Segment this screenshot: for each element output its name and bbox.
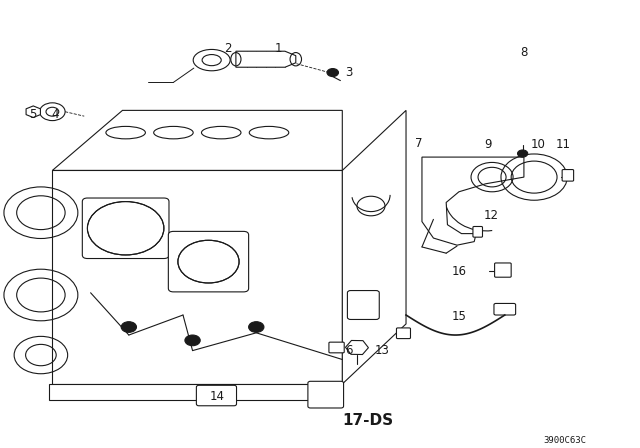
Polygon shape (422, 157, 524, 245)
Text: 12: 12 (483, 209, 499, 222)
Circle shape (327, 69, 339, 77)
Text: 3900C63C: 3900C63C (544, 436, 587, 445)
FancyBboxPatch shape (473, 227, 483, 237)
FancyBboxPatch shape (308, 381, 344, 408)
FancyBboxPatch shape (83, 198, 169, 258)
FancyBboxPatch shape (562, 169, 573, 181)
FancyBboxPatch shape (348, 291, 380, 319)
Text: 3: 3 (345, 66, 353, 79)
Text: 6: 6 (345, 344, 353, 357)
Text: 15: 15 (451, 310, 467, 323)
Text: 13: 13 (375, 344, 390, 357)
Text: 9: 9 (484, 138, 492, 151)
Circle shape (518, 150, 528, 157)
Polygon shape (49, 384, 342, 400)
Polygon shape (52, 110, 342, 170)
Polygon shape (236, 51, 296, 67)
Text: 7: 7 (415, 137, 422, 150)
Text: 2: 2 (224, 42, 231, 55)
Text: 1: 1 (275, 42, 282, 55)
Text: 10: 10 (531, 138, 546, 151)
Circle shape (248, 322, 264, 332)
Polygon shape (342, 110, 406, 384)
Polygon shape (52, 170, 342, 384)
FancyBboxPatch shape (495, 263, 511, 277)
Text: 8: 8 (520, 46, 527, 59)
Text: 11: 11 (556, 138, 571, 151)
Text: 16: 16 (451, 265, 467, 278)
Text: 17-DS: 17-DS (342, 413, 394, 428)
FancyBboxPatch shape (168, 231, 248, 292)
Text: 14: 14 (209, 390, 224, 403)
Text: 4: 4 (52, 108, 60, 121)
FancyBboxPatch shape (329, 342, 344, 353)
FancyBboxPatch shape (196, 385, 237, 406)
Circle shape (121, 322, 136, 332)
FancyBboxPatch shape (396, 328, 410, 339)
FancyBboxPatch shape (494, 303, 516, 315)
Circle shape (185, 335, 200, 346)
Text: 5: 5 (29, 108, 37, 121)
